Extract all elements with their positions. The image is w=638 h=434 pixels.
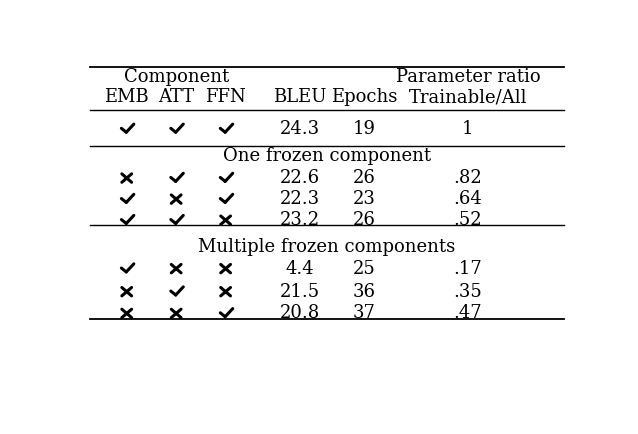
Text: Parameter ratio: Parameter ratio	[396, 68, 540, 86]
Text: 26: 26	[353, 211, 376, 229]
Text: .47: .47	[454, 304, 482, 322]
Text: 1: 1	[462, 120, 473, 138]
Text: Epochs: Epochs	[331, 88, 397, 106]
Text: 26: 26	[353, 169, 376, 187]
Text: EMB: EMB	[105, 88, 149, 106]
Text: 22.6: 22.6	[279, 169, 320, 187]
Text: 20.8: 20.8	[279, 304, 320, 322]
Text: 21.5: 21.5	[279, 283, 320, 301]
Text: 24.3: 24.3	[279, 120, 320, 138]
Text: .82: .82	[454, 169, 482, 187]
Text: 37: 37	[353, 304, 376, 322]
Text: 4.4: 4.4	[285, 260, 314, 278]
Text: 23: 23	[353, 190, 376, 208]
Text: One frozen component: One frozen component	[223, 147, 431, 164]
Text: 23.2: 23.2	[279, 211, 320, 229]
Text: .35: .35	[454, 283, 482, 301]
Text: Multiple frozen components: Multiple frozen components	[198, 237, 456, 256]
Text: .17: .17	[454, 260, 482, 278]
Text: 19: 19	[353, 120, 376, 138]
Text: .52: .52	[454, 211, 482, 229]
Text: 25: 25	[353, 260, 375, 278]
Text: 22.3: 22.3	[279, 190, 320, 208]
Text: Trainable/All: Trainable/All	[409, 88, 527, 106]
Text: .64: .64	[454, 190, 482, 208]
Text: Component: Component	[124, 68, 229, 86]
Text: ATT: ATT	[158, 88, 194, 106]
Text: BLEU: BLEU	[273, 88, 327, 106]
Text: 36: 36	[353, 283, 376, 301]
Text: FFN: FFN	[205, 88, 246, 106]
